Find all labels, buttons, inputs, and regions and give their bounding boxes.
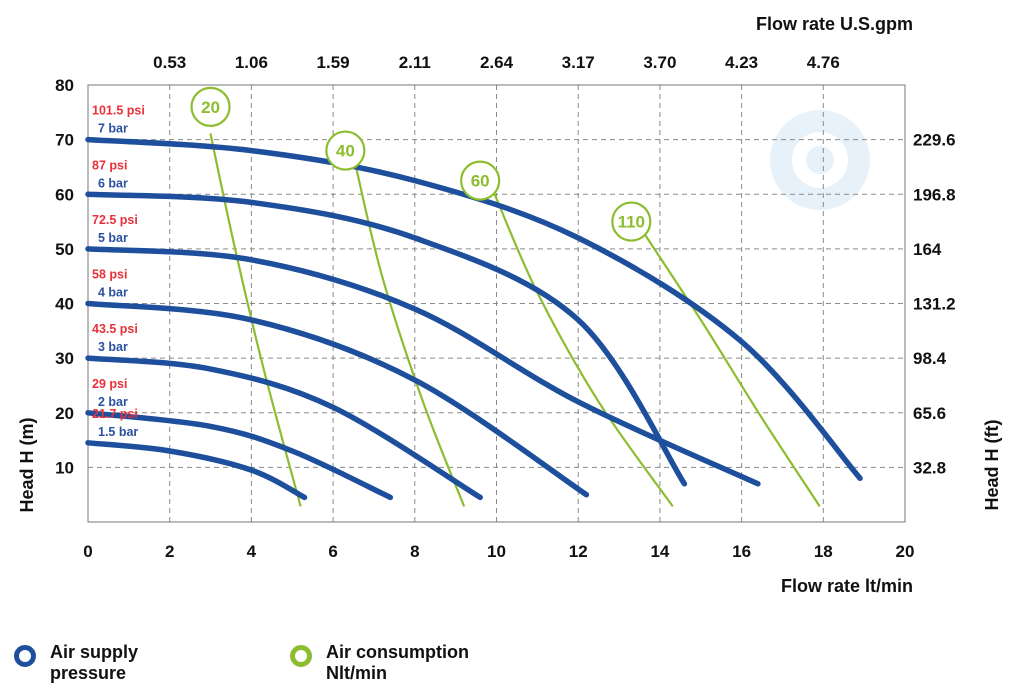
psi-label: 29 psi (92, 377, 127, 391)
pressure-curve-3-bar (85, 355, 483, 501)
x2-tick-label: 1.59 (317, 53, 350, 72)
x2-axis-ticks: 0.53 1.06 1.59 2.11 2.64 3.17 3.70 4.23 4.76 (153, 53, 840, 72)
grid (88, 85, 905, 522)
y2-axis-ticks: 32.8 65.6 98.4 131.2 164 196.8 229.6 (913, 131, 956, 478)
consumption-markers: 20 40 60 110 (190, 86, 652, 242)
consumption-marker-circle (190, 86, 231, 127)
x2-tick-label: 4.76 (807, 53, 840, 72)
pressure-curve-1_5-bar (85, 440, 308, 501)
x-tick-label: 2 (165, 542, 174, 561)
y2-tick-label: 229.6 (913, 131, 956, 150)
y-tick-label: 40 (55, 295, 74, 314)
y2-tick-label: 131.2 (913, 295, 956, 314)
x2-tick-label: 3.17 (562, 53, 595, 72)
y-axis-ticks: 10 20 30 40 50 60 70 80 (55, 76, 74, 477)
bar-label: 2 bar (98, 395, 128, 409)
legend-consumption-ring-icon (290, 645, 312, 667)
legend-consumption: Air consumption Nlt/min (290, 642, 469, 684)
psi-label: 72.5 psi (92, 213, 138, 227)
consumption-marker-label: 110 (618, 213, 645, 232)
y2-tick-label: 65.6 (913, 404, 946, 423)
x-tick-label: 10 (487, 542, 506, 561)
y2-tick-label: 164 (913, 240, 942, 259)
consumption-marker-label: 40 (336, 142, 355, 161)
x-tick-label: 0 (83, 542, 92, 561)
legend-pressure: Air supply pressure (14, 642, 138, 684)
consumption-curves (209, 133, 821, 507)
pressure-labels: 101.5 psi 7 bar 87 psi 6 bar 72.5 psi 5 bar 58… (92, 104, 145, 439)
consumption-marker-circle (611, 201, 652, 242)
psi-label: 21.7 psi (92, 407, 138, 421)
x2-tick-label: 2.64 (480, 53, 514, 72)
y-axis-title: Head H (m) (17, 417, 37, 512)
x2-tick-label: 2.11 (399, 53, 431, 72)
bar-label: 6 bar (98, 176, 128, 190)
consumption-marker-circle (460, 160, 501, 201)
bar-label: 7 bar (98, 122, 128, 136)
psi-label: 58 psi (92, 268, 127, 282)
x-axis-ticks: 0 2 4 6 8 10 12 14 16 18 20 (83, 542, 914, 561)
y2-tick-label: 196.8 (913, 185, 956, 204)
y-tick-label: 80 (55, 76, 74, 95)
psi-label: 101.5 psi (92, 104, 145, 118)
pressure-curve-5-bar (85, 246, 761, 487)
x-tick-label: 12 (569, 542, 588, 561)
legend-pressure-ring-icon (14, 645, 36, 667)
consumption-curve-40 (352, 154, 465, 507)
y2-tick-label: 32.8 (913, 458, 946, 477)
x-tick-label: 20 (896, 542, 915, 561)
y2-tick-label: 98.4 (913, 349, 947, 368)
pressure-curve-6-bar (85, 191, 688, 487)
x2-axis-title: Flow rate U.S.gpm (756, 14, 913, 34)
y-tick-label: 60 (55, 185, 74, 204)
pressure-curves (85, 136, 863, 501)
y-tick-label: 10 (55, 458, 74, 477)
bar-label: 5 bar (98, 231, 128, 245)
bar-label: 4 bar (98, 286, 128, 300)
legend-consumption-label: Air consumption Nlt/min (326, 642, 469, 683)
y-tick-label: 50 (55, 240, 74, 259)
x-axis-title: Flow rate lt/min (781, 576, 913, 596)
consumption-marker-label: 20 (201, 98, 220, 117)
pressure-curve-4-bar (85, 300, 590, 498)
x-tick-label: 4 (247, 542, 257, 561)
x-tick-label: 14 (650, 542, 669, 561)
pressure-curve-2-bar (85, 410, 394, 501)
legend-pressure-label: Air supply pressure (50, 642, 139, 683)
y-tick-label: 30 (55, 349, 74, 368)
consumption-marker-circle (325, 130, 366, 171)
x-tick-label: 8 (410, 542, 419, 561)
y2-axis-title: Head H (ft) (982, 420, 1002, 511)
bar-label: 3 bar (98, 340, 128, 354)
consumption-marker-label: 60 (471, 172, 490, 191)
x-tick-label: 6 (328, 542, 337, 561)
consumption-curve-110 (642, 231, 821, 507)
x-tick-label: 16 (732, 542, 751, 561)
x-tick-label: 18 (814, 542, 833, 561)
x2-tick-label: 1.06 (235, 53, 268, 72)
psi-label: 43.5 psi (92, 322, 138, 336)
y-tick-label: 70 (55, 131, 74, 150)
x2-tick-label: 4.23 (725, 53, 758, 72)
x2-tick-label: 3.70 (643, 53, 676, 72)
bar-label: 1.5 bar (98, 425, 138, 439)
psi-label: 87 psi (92, 158, 127, 172)
consumption-curve-60 (491, 187, 674, 507)
logo-watermark (770, 110, 870, 210)
x2-tick-label: 0.53 (153, 53, 186, 72)
pressure-curve-7-bar (85, 136, 863, 482)
y-tick-label: 20 (55, 404, 74, 423)
